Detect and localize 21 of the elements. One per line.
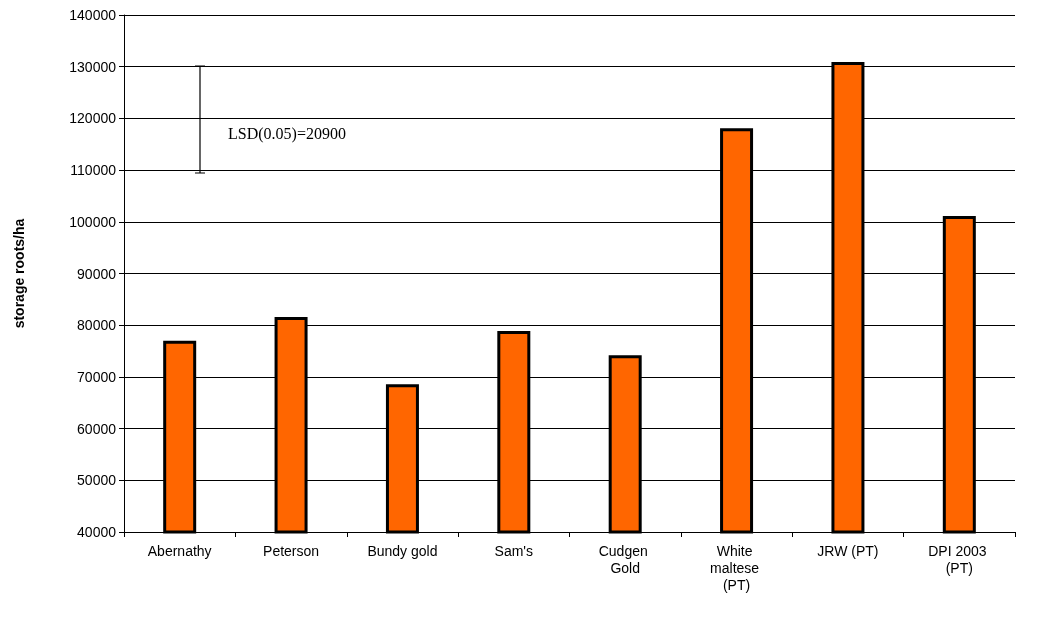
annotation: LSD(0.05)=20900 [228,124,346,143]
y-tick-label: 40000 [77,524,117,540]
x-tick-label: Abernathy [147,542,212,559]
y-tick-label: 70000 [77,368,117,385]
x-tick-label: White maltese (PT) [710,542,764,593]
x-tick-label: DPI 2003 (PT) [928,542,991,576]
y-tick-label: 120000 [69,110,117,127]
x-tick-label: Cudgen Gold [598,542,652,576]
x-tick-label: Peterson [263,542,320,559]
y-axis-title: storage roots/ha [11,218,27,329]
x-tick-label: JRW (PT) [817,542,879,559]
x-tick-label: Sam's [494,542,534,559]
y-tick-label: 140000 [69,7,117,23]
y-tick-label: 100000 [69,213,117,230]
y-tick-label: 50000 [77,472,117,489]
y-tick-label: 130000 [69,58,117,75]
y-tick-label: 110000 [70,162,117,179]
y-tick-label: 60000 [77,420,117,437]
x-tick-label: Bundy gold [367,542,438,559]
y-tick-label: 80000 [77,317,117,334]
y-tick-label: 90000 [77,265,117,282]
